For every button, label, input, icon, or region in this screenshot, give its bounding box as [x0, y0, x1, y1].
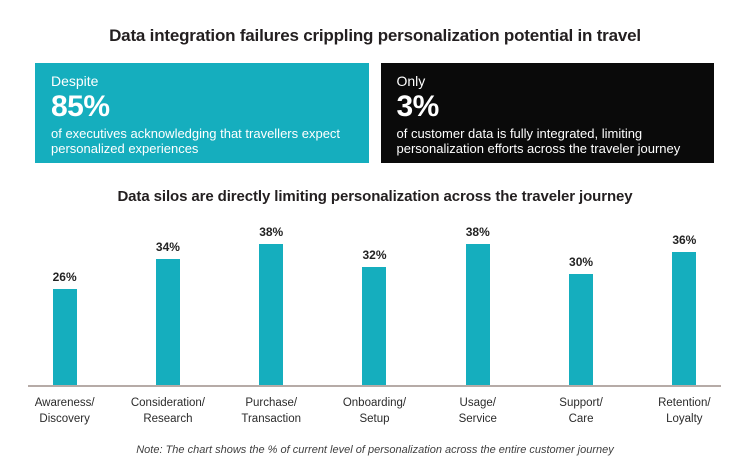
stat-box-despite: Despite 85% of executives acknowledging …	[35, 63, 369, 163]
bar-chart: 26% 34% 38% 32% 38% 30% 36% Awareness/Discover…	[13, 223, 736, 427]
bar-value-label: 32%	[362, 248, 387, 262]
stat-prefix: Despite	[51, 73, 99, 89]
category-label: Usage/Service	[458, 397, 497, 425]
bar	[362, 267, 387, 385]
x-axis-category-labels: Awareness/Discovery Consideration/Researc…	[13, 396, 736, 427]
category-label: Support/Care	[559, 397, 603, 425]
category-label: Retention/Loyalty	[658, 397, 711, 425]
category-label: Purchase/Transaction	[241, 397, 302, 425]
bar-value-label: 38%	[259, 225, 284, 239]
bar-value-label: 30%	[569, 255, 594, 269]
bar-value-label: 36%	[672, 233, 697, 247]
chart-column: 34%	[116, 223, 219, 385]
chart-column: 30%	[529, 223, 632, 385]
category-label: Awareness/Discovery	[34, 397, 95, 425]
chart-column: 38%	[220, 223, 323, 385]
bar-value-label: 38%	[465, 225, 490, 239]
chart-plot-area: 26% 34% 38% 32% 38% 30% 36%	[13, 223, 736, 385]
page-title: Data integration failures crippling pers…	[109, 26, 641, 45]
chart-title: Data silos are directly limiting persona…	[117, 188, 633, 205]
bar	[465, 244, 490, 385]
bar	[672, 252, 697, 385]
category-label: Onboarding/Setup	[342, 397, 407, 425]
chart-column: 38%	[426, 223, 529, 385]
bar	[569, 274, 594, 385]
bar-value-label: 34%	[155, 240, 180, 254]
category-label: Consideration/Research	[130, 397, 205, 425]
bar	[155, 259, 180, 385]
stat-description: of customer data is fully integrated, li…	[396, 125, 681, 157]
stat-box-only: Only 3% of customer data is fully integr…	[380, 63, 714, 163]
stat-value: 85%	[51, 89, 110, 123]
chart-column: 26%	[13, 223, 116, 385]
chart-column: 32%	[323, 223, 426, 385]
bar	[259, 244, 284, 385]
stat-prefix: Only	[396, 73, 426, 89]
bar-value-label: 26%	[52, 270, 77, 284]
x-axis-line	[28, 385, 721, 387]
chart-column: 36%	[633, 223, 736, 385]
stat-value: 3%	[396, 89, 440, 123]
bar	[52, 289, 77, 385]
chart-note: Note: The chart shows the % of current l…	[136, 444, 614, 457]
stat-boxes-row: Despite 85% of executives acknowledging …	[35, 63, 714, 163]
stat-description: of executives acknowledging that travell…	[51, 125, 341, 157]
